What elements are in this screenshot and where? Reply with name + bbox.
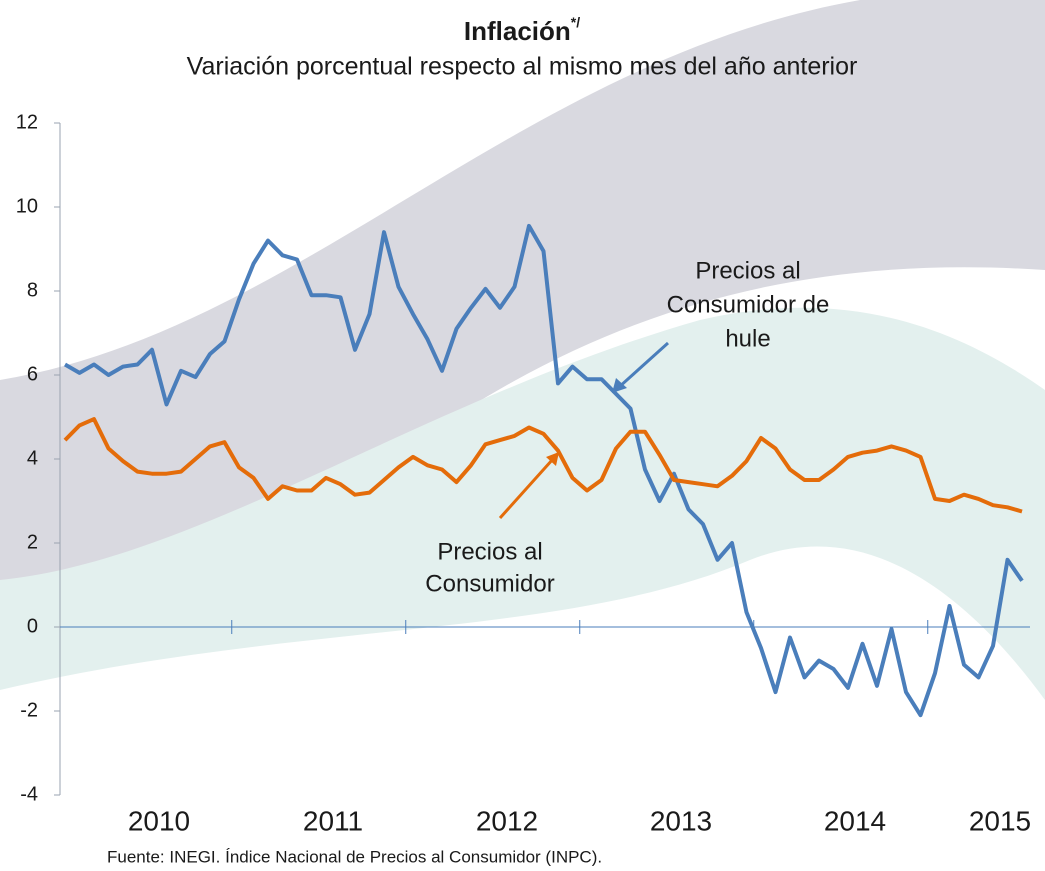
x-tick-label: 2011	[303, 805, 363, 836]
x-tick-label: 2014	[824, 805, 886, 836]
annotation-arrowhead	[546, 452, 559, 466]
background-wave	[0, 0, 1045, 580]
background-wave	[0, 307, 1045, 700]
y-tick-label: 8	[27, 279, 38, 301]
y-tick-label: -4	[20, 783, 38, 805]
chart-title: Inflación*/	[464, 14, 580, 46]
annotation: Consumidor de	[667, 291, 830, 318]
annotation-arrow	[616, 341, 670, 390]
x-tick-label: 2013	[650, 805, 712, 836]
series-line	[63, 417, 1023, 514]
y-tick-label: 0	[27, 615, 38, 637]
y-tick-label: 12	[16, 111, 38, 133]
x-tick-label: 2015	[969, 805, 1031, 836]
y-tick-label: -2	[20, 699, 38, 721]
x-tick-label: 2010	[128, 805, 190, 836]
y-tick-label: 6	[27, 363, 38, 385]
title-note: */	[571, 14, 580, 30]
annotation-arrowhead	[612, 378, 627, 393]
y-tick-label: 10	[16, 195, 38, 217]
annotation: hule	[725, 325, 770, 352]
y-tick-label: 2	[27, 531, 38, 553]
annotation-arrow	[498, 457, 555, 520]
y-tick-label: 4	[27, 447, 38, 469]
series-line	[63, 223, 1024, 718]
x-tick-label: 2012	[476, 805, 538, 836]
annotation: Precios al	[695, 257, 800, 284]
title-text: Inflación	[464, 16, 571, 46]
annotation: Precios al	[437, 538, 542, 565]
chart-subtitle: Variación porcentual respecto al mismo m…	[187, 53, 858, 81]
annotation: Consumidor	[425, 570, 554, 597]
source-note: Fuente: INEGI. Índice Nacional de Precio…	[107, 847, 602, 866]
